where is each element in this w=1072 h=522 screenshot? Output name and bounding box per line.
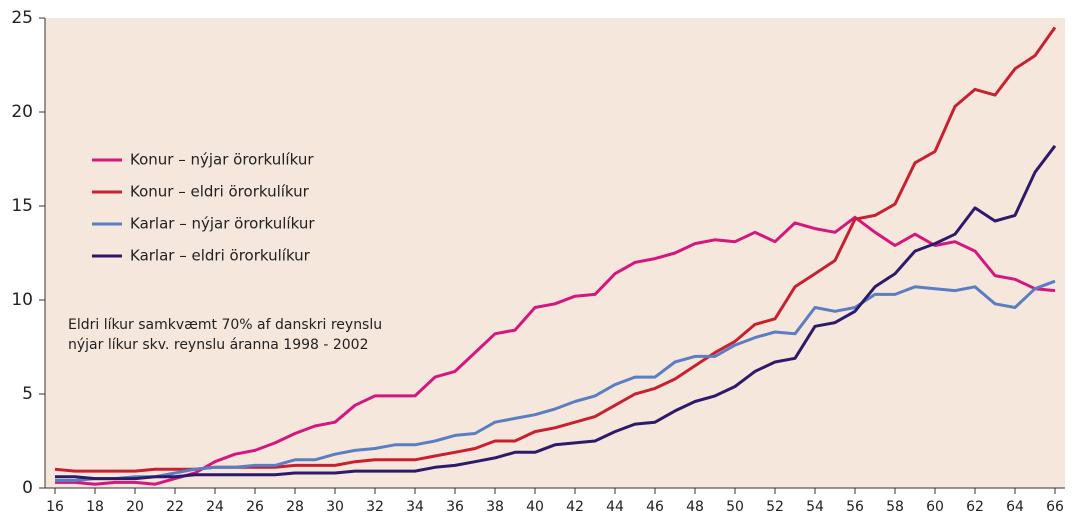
legend-label: Konur – eldri örorkulíkur xyxy=(130,183,310,201)
y-tick-label: 20 xyxy=(11,102,33,122)
x-tick-label: 32 xyxy=(366,499,384,515)
x-tick-label: 50 xyxy=(726,499,744,515)
x-tick-label: 16 xyxy=(46,499,64,515)
x-tick-label: 66 xyxy=(1046,499,1064,515)
x-tick-label: 18 xyxy=(86,499,104,515)
x-tick-label: 26 xyxy=(246,499,264,515)
x-tick-label: 30 xyxy=(326,499,344,515)
y-tick-label: 10 xyxy=(11,290,33,310)
x-tick-label: 52 xyxy=(766,499,784,515)
series-line xyxy=(55,279,1056,482)
legend-label: Karlar – eldri örorkulíkur xyxy=(130,247,311,265)
x-tick-label: 44 xyxy=(606,499,624,515)
x-tick-label: 62 xyxy=(966,499,984,515)
x-tick-label: 54 xyxy=(806,499,824,515)
annotation: Eldri líkur samkvæmt 70% af danskri reyn… xyxy=(68,317,382,333)
series-line xyxy=(55,144,1057,481)
x-tick-label: 22 xyxy=(166,499,184,515)
x-tick-label: 58 xyxy=(886,499,904,515)
y-tick-label: 15 xyxy=(11,196,33,216)
y-tick-label: 25 xyxy=(11,8,33,28)
annotation: nýjar líkur skv. reynslu áranna 1998 - 2… xyxy=(68,337,369,353)
x-tick-label: 38 xyxy=(486,499,504,515)
x-tick-label: 24 xyxy=(206,499,224,515)
x-tick-label: 34 xyxy=(406,499,424,515)
y-tick-label: 0 xyxy=(22,478,33,498)
x-tick-label: 56 xyxy=(846,499,864,515)
series-line xyxy=(55,215,1056,486)
x-tick-label: 64 xyxy=(1006,499,1024,515)
x-tick-label: 42 xyxy=(566,499,584,515)
legend-label: Konur – nýjar örorkulíkur xyxy=(130,151,314,169)
y-tick-label: 5 xyxy=(22,384,33,404)
x-tick-label: 60 xyxy=(926,499,944,515)
legend-label: Karlar – nýjar örorkulíkur xyxy=(130,215,315,233)
x-tick-label: 46 xyxy=(646,499,664,515)
x-tick-label: 20 xyxy=(126,499,144,515)
x-tick-label: 36 xyxy=(446,499,464,515)
x-tick-label: 28 xyxy=(286,499,304,515)
x-tick-label: 48 xyxy=(686,499,704,515)
x-tick-label: 40 xyxy=(526,499,544,515)
